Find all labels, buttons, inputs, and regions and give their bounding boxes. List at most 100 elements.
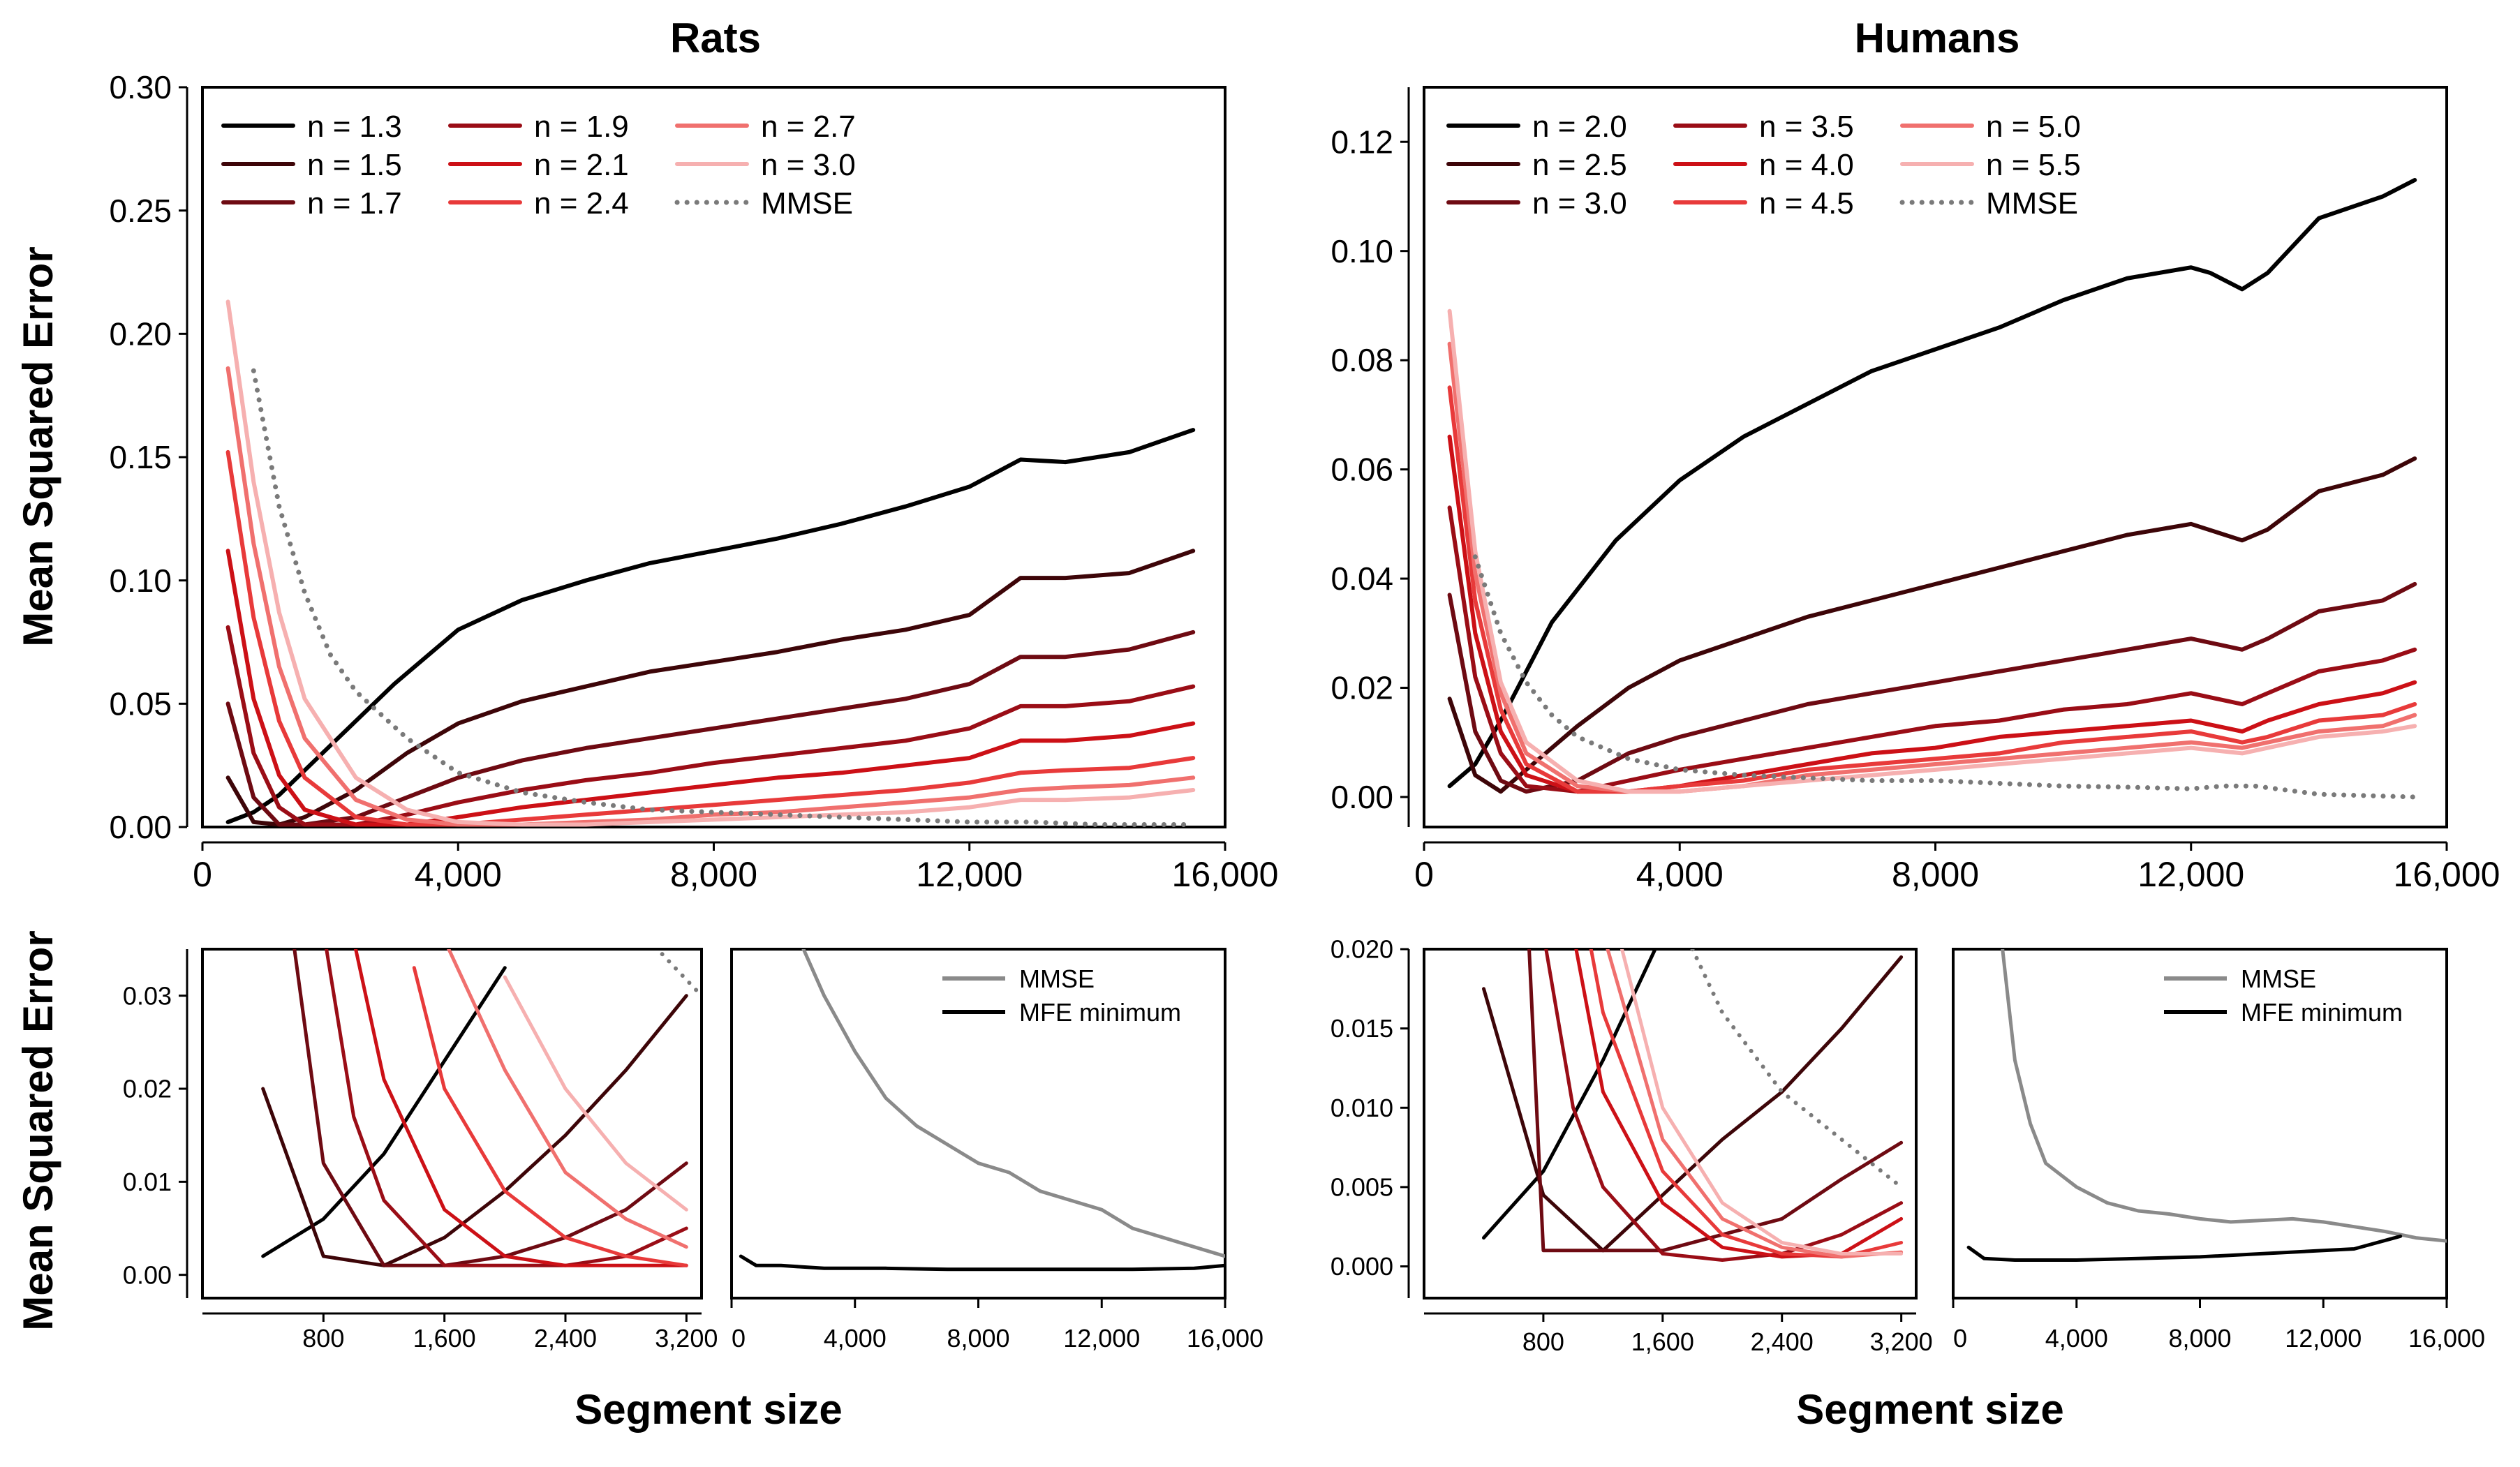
rats-zoom-series-6 xyxy=(447,949,688,1249)
rats-main-ytick-label: 0.25 xyxy=(109,193,172,229)
humans-zoom-xtick-label: 3,200 xyxy=(1870,1327,1933,1356)
xlabel-humans: Segment size xyxy=(1796,1386,2063,1433)
humans-main-legend-label: MMSE xyxy=(1986,186,2078,221)
rats-zoom-frame xyxy=(201,948,703,1300)
humans-zoom-xtick-label: 2,400 xyxy=(1751,1327,1814,1356)
rats-main-legend-label: n = 1.7 xyxy=(307,186,402,221)
rats-zoom-xtick-label: 800 xyxy=(302,1324,344,1353)
humans-zoom-xtick-label: 800 xyxy=(1522,1327,1564,1356)
humans-main-ytick-label: 0.00 xyxy=(1331,779,1393,815)
rats-minima-xtick-label: 12,000 xyxy=(1063,1324,1140,1353)
rats-main-legend-label: n = 3.0 xyxy=(761,148,856,182)
humans-main-legend-label: n = 3.0 xyxy=(1532,186,1627,221)
humans-main-series-6 xyxy=(1447,341,2417,794)
humans-main-series-0 xyxy=(1447,178,2417,789)
rats-zoom-ytick-label: 0.02 xyxy=(123,1075,172,1103)
humans-main-xtick-label: 12,000 xyxy=(2137,855,2244,894)
rats-zoom-series-3 xyxy=(325,949,688,1267)
rats-main-ytick-label: 0.10 xyxy=(109,563,172,599)
rats-main-ytick-label: 0.05 xyxy=(109,685,172,722)
humans-main-series-1 xyxy=(1447,456,2417,794)
humans-main-series-3 xyxy=(1447,505,2417,794)
humans-minima-xtick-label: 12,000 xyxy=(2285,1324,2362,1353)
rats-main-series-7 xyxy=(225,299,1196,827)
humans-zoom-series-7 xyxy=(1620,949,1904,1256)
rats-main-series-6 xyxy=(225,366,1196,827)
humans-minima-legend-label: MMSE xyxy=(2241,965,2316,993)
humans-main-ytick-label: 0.06 xyxy=(1331,452,1393,488)
humans-main-legend-label: n = 5.5 xyxy=(1986,148,2081,182)
rats-main-legend-label: MMSE xyxy=(761,186,853,221)
rats-minima-legend-label: MMSE xyxy=(1019,965,1095,993)
humans-main-ytick-label: 0.04 xyxy=(1331,560,1393,597)
rats-minima-xtick-label: 8,000 xyxy=(947,1324,1009,1353)
humans-minima-xtick-label: 16,000 xyxy=(2408,1324,2485,1353)
humans-minima-xtick-label: 0 xyxy=(1953,1324,1967,1353)
rats-main-legend-label: n = 1.5 xyxy=(307,148,402,182)
rats-main-series-0 xyxy=(225,428,1196,824)
humans-main-ytick-label: 0.10 xyxy=(1331,233,1393,269)
humans-main-series-2 xyxy=(1447,581,2417,794)
rats-main-frame xyxy=(201,86,1226,828)
rats-zoom-series-1 xyxy=(261,994,688,1267)
humans-main-legend-label: n = 5.0 xyxy=(1986,110,2081,144)
charts-layer: 0.00 0.05 0.10 0.15 0.20 0.25 0.30 0 4,000 8,000 1… xyxy=(109,69,2500,1356)
humans-main-xtick-label: 4,000 xyxy=(1636,855,1724,894)
rats-zoom-ytick-label: 0.01 xyxy=(123,1168,172,1196)
rats-zoom-ytick-label: 0.03 xyxy=(123,981,172,1010)
rats-main-legend-label: n = 1.9 xyxy=(534,110,629,144)
humans-main-ytick-label: 0.12 xyxy=(1331,124,1393,160)
xlabel-rats: Segment size xyxy=(575,1386,842,1433)
rats-main-legend-label: n = 2.7 xyxy=(761,110,856,144)
rats-zoom-ytick-label: 0.00 xyxy=(123,1260,172,1289)
humans-main-xtick-label: 16,000 xyxy=(2394,855,2500,894)
humans-title: Humans xyxy=(1855,15,2020,61)
humans-minima-xtick-label: 8,000 xyxy=(2168,1324,2231,1353)
rats-minima-xtick-label: 0 xyxy=(732,1324,746,1353)
rats-zoom-series-8 xyxy=(654,949,702,998)
rats-zoom-series-group xyxy=(261,949,702,1267)
rats-zoom-series-4 xyxy=(354,949,688,1267)
rats-main-xtick-label: 0 xyxy=(193,855,212,894)
rats-main-ytick-label: 0.15 xyxy=(109,439,172,475)
rats-zoom-xtick-label: 1,600 xyxy=(413,1324,476,1353)
rats-main-series-3 xyxy=(225,625,1196,827)
rats-minima-panel: 0 4,000 8,000 12,000 16,000 MMSE MFE minimum xyxy=(730,948,1263,1353)
humans-main-frame xyxy=(1423,86,2448,828)
rats-main-legend-label: n = 2.1 xyxy=(534,148,629,182)
humans-zoom-ytick-label: 0.020 xyxy=(1331,935,1393,964)
humans-zoom-ytick-label: 0.000 xyxy=(1331,1252,1393,1281)
ylabel-main: Mean Squared Error xyxy=(15,246,61,647)
humans-main-legend-label: n = 2.0 xyxy=(1532,110,1627,144)
humans-zoom-ytick-label: 0.005 xyxy=(1331,1173,1393,1202)
humans-zoom-xtick-label: 1,600 xyxy=(1631,1327,1694,1356)
rats-main-ytick-label: 0.30 xyxy=(109,69,172,105)
rats-main-ytick-label: 0.00 xyxy=(109,809,172,845)
humans-main-legend-label: n = 4.5 xyxy=(1759,186,1854,221)
rats-zoom-series-7 xyxy=(503,975,688,1212)
rats-minima-series-1 xyxy=(739,1254,1225,1272)
humans-main-series-5 xyxy=(1447,385,2417,794)
rats-minima-series-group xyxy=(739,949,1225,1272)
rats-main-series-5 xyxy=(225,449,1196,827)
rats-zoom-xtick-label: 2,400 xyxy=(534,1324,597,1353)
humans-main-ytick-label: 0.02 xyxy=(1331,670,1393,706)
rats-minima-xtick-label: 16,000 xyxy=(1187,1324,1263,1353)
rats-main-panel: 0.00 0.05 0.10 0.15 0.20 0.25 0.30 0 4,000 8,000 1… xyxy=(109,69,1278,894)
rats-minima-series-0 xyxy=(801,949,1225,1258)
rats-main-legend-label: n = 2.4 xyxy=(534,186,629,221)
humans-main-ytick-label: 0.08 xyxy=(1331,342,1393,378)
humans-main-xtick-label: 0 xyxy=(1414,855,1434,894)
humans-main-legend-label: n = 3.5 xyxy=(1759,110,1854,144)
humans-zoom-series-8 xyxy=(1690,949,1904,1189)
humans-zoom-series-1 xyxy=(1482,955,1904,1253)
humans-main-series-8 xyxy=(1472,554,2417,800)
humans-zoom-series-6 xyxy=(1606,949,1904,1259)
rats-title: Rats xyxy=(670,15,761,61)
humans-minima-series-group xyxy=(1966,949,2447,1262)
rats-zoom-series-5 xyxy=(412,966,688,1267)
rats-main-xtick-label: 12,000 xyxy=(916,855,1023,894)
rats-zoom-series-0 xyxy=(261,966,507,1258)
humans-main-series-group xyxy=(1447,178,2417,800)
humans-main-series-7 xyxy=(1447,308,2417,794)
